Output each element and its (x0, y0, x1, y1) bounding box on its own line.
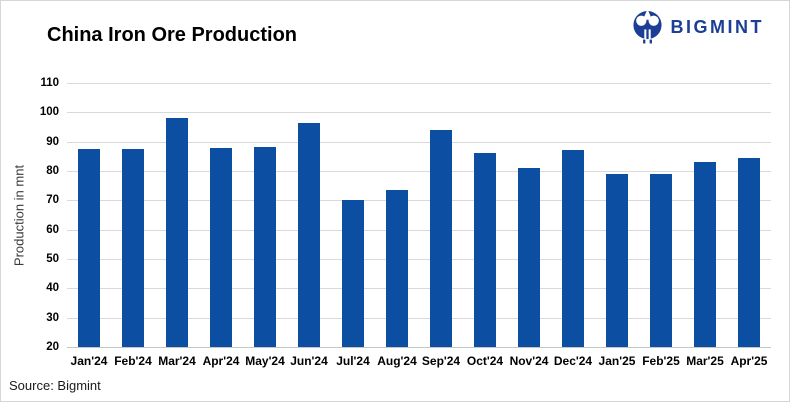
x-tick-label: Mar'25 (686, 354, 724, 368)
x-tick-label: Oct'24 (466, 354, 504, 368)
gridline (67, 171, 771, 172)
bigmint-logo: BIGMINT (632, 10, 765, 44)
x-tick-label: Aug'24 (377, 354, 417, 368)
bar-apr-24 (210, 148, 232, 347)
bar-mar-25 (694, 161, 716, 347)
bar-jan-24 (78, 148, 100, 347)
bar-sep-24 (430, 130, 452, 347)
gridline (67, 288, 771, 290)
gridline (67, 83, 771, 84)
y-tick-label: 60 (46, 223, 59, 236)
y-tick-label: 80 (46, 165, 59, 177)
bar-jan-25 (606, 174, 628, 347)
x-tick-label: Jul'24 (336, 354, 370, 368)
bar-jun-24 (298, 122, 320, 347)
gridline (67, 229, 771, 231)
gridline (67, 112, 771, 114)
y-tick-label: 90 (46, 135, 59, 148)
gridline (67, 141, 771, 143)
gridline (67, 200, 771, 202)
bar-apr-25 (738, 158, 760, 347)
x-tick-label: Sep'24 (421, 354, 461, 368)
y-tick-label: 50 (46, 253, 59, 265)
bar-feb-24 (122, 148, 144, 347)
bar-dec-24 (562, 149, 584, 347)
source-note: Source: Bigmint (9, 378, 101, 393)
x-tick-label: Feb'24 (114, 354, 152, 368)
x-tick-label: Feb'25 (642, 354, 680, 368)
x-axis-line (67, 347, 771, 348)
bar-feb-25 (650, 173, 672, 347)
bar-mar-24 (166, 117, 188, 347)
y-tick-label: 30 (46, 311, 59, 324)
y-tick-label: 100 (39, 106, 59, 119)
bar-may-24 (254, 146, 276, 347)
chart-title: China Iron Ore Production (47, 24, 298, 46)
bar-aug-24 (386, 190, 408, 347)
y-axis-title: Production in mnt (11, 164, 27, 267)
y-tick-label: 40 (46, 282, 59, 295)
gridline (67, 317, 771, 319)
x-tick-label: Apr'24 (202, 354, 240, 368)
x-tick-label: May'24 (245, 354, 285, 368)
x-tick-label: Jan'24 (70, 354, 108, 368)
y-tick-label: 70 (46, 194, 59, 207)
y-tick-label: 20 (46, 341, 59, 353)
bar-oct-24 (474, 152, 496, 347)
bigmint-mark-icon (632, 10, 663, 44)
gridline (67, 259, 771, 260)
x-tick-label: Jan'25 (598, 354, 636, 368)
x-tick-label: Dec'24 (553, 354, 593, 368)
x-tick-label: Apr'25 (730, 354, 768, 368)
x-tick-label: Mar'24 (158, 354, 196, 368)
bar-nov-24 (518, 167, 540, 347)
x-tick-label: Jun'24 (290, 354, 328, 368)
x-tick-label: Nov'24 (509, 354, 549, 368)
bigmint-logo-text: BIGMINT (670, 16, 764, 37)
bar-jul-24 (342, 200, 364, 347)
y-tick-label: 110 (40, 77, 59, 89)
